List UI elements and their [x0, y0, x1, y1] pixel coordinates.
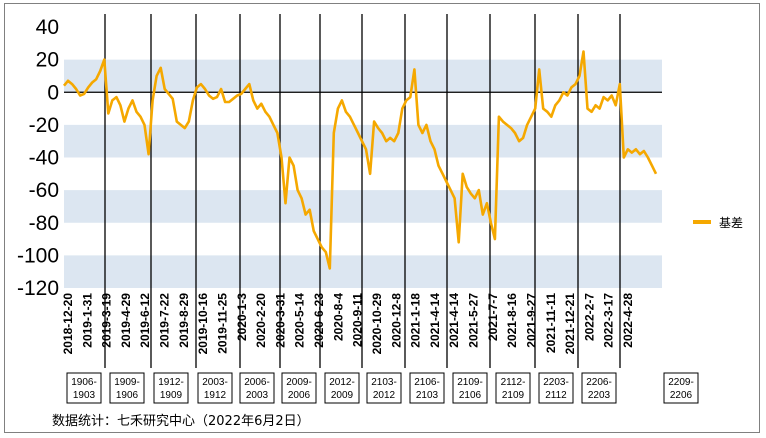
x-tick-label: 2019-1-31 — [80, 293, 94, 348]
contract-period-label: 1906- — [71, 377, 97, 388]
y-tick-label: -40 — [29, 147, 59, 170]
x-tick-label: 2019-6-12 — [138, 293, 152, 348]
legend-label: 基差 — [719, 216, 743, 230]
x-tick-label: 2021-11-11 — [544, 293, 558, 353]
x-tick-label: 2021-12-21 — [563, 293, 577, 355]
contract-period-label: 2103 — [416, 390, 439, 401]
y-tick-label: 20 — [36, 49, 59, 72]
contract-period-label: 2206- — [586, 377, 612, 388]
y-tick-label: -100 — [17, 244, 59, 267]
x-tick-label: 2021-1-18 — [409, 293, 423, 348]
contract-period-label: 2112 — [545, 390, 567, 401]
x-tick-label: 2018-12-20 — [61, 293, 75, 355]
x-tick-label: 2021-4-14 — [428, 293, 442, 348]
y-tick-label: 40 — [36, 16, 59, 39]
contract-period-label: 2203- — [543, 377, 569, 388]
contract-period-box — [581, 372, 617, 404]
x-tick-label: 2020-1-3 — [235, 293, 249, 341]
contract-period-label: 2006- — [244, 377, 270, 388]
contract-period-label: 2206 — [670, 390, 693, 401]
contract-period-box — [366, 372, 402, 404]
y-tick-label: -60 — [29, 179, 59, 202]
contract-period-box — [153, 372, 189, 404]
contract-period-label: 2106 — [459, 390, 482, 401]
contract-period-box — [409, 372, 445, 404]
contract-period-label: 1909- — [114, 377, 140, 388]
y-tick-label: -80 — [29, 212, 59, 235]
x-tick-label: 2021-8-16 — [505, 293, 519, 348]
contract-period-box — [538, 372, 574, 404]
contract-period-label: 2003- — [202, 377, 228, 388]
x-tick-label: 2021-4-14 — [447, 293, 461, 348]
contract-period-label: 2103- — [371, 377, 397, 388]
contract-period-label: 1903 — [73, 390, 96, 401]
x-tick-label: 2020-8-4 — [331, 293, 345, 341]
contract-period-box — [324, 372, 360, 404]
contract-period-label: 1912 — [204, 390, 227, 401]
contract-period-label: 2203 — [588, 390, 611, 401]
contract-period-box — [197, 372, 233, 404]
contract-period-label: 2009 — [331, 390, 354, 401]
x-tick-label: 2021-5-27 — [467, 293, 481, 348]
x-tick-label: 2020-10-29 — [370, 293, 384, 355]
x-tick-label: 2020-3-31 — [273, 293, 287, 348]
contract-period-box — [452, 372, 488, 404]
contract-period-label: 1909 — [160, 390, 183, 401]
contract-period-label: 2009- — [286, 377, 312, 388]
y-tick-label: -120 — [17, 277, 59, 300]
contract-period-label: 2106- — [414, 377, 440, 388]
contract-period-label: 2003 — [246, 390, 269, 401]
contract-period-label: 2109- — [457, 377, 483, 388]
contract-period-box — [663, 372, 699, 404]
grid-band — [64, 190, 662, 223]
basis-series-line — [62, 50, 658, 270]
contract-period-box — [66, 372, 102, 404]
x-tick-label: 2019-11-25 — [215, 293, 229, 354]
x-tick-label: 2020-9-11 — [351, 293, 365, 347]
x-tick-label: 2019-4-29 — [119, 293, 133, 348]
contract-period-box — [239, 372, 275, 404]
x-tick-label: 2022-2-7 — [582, 293, 596, 341]
x-tick-label: 2020-5-14 — [293, 293, 307, 348]
x-tick-label: 2021-7-7 — [486, 293, 500, 341]
contract-period-box — [495, 372, 531, 404]
x-tick-label: 2020-6-23 — [312, 293, 326, 348]
contract-period-label: 2209- — [668, 377, 694, 388]
grid-band — [64, 255, 662, 288]
x-tick-label: 2019-7-22 — [158, 293, 172, 348]
contract-period-box — [281, 372, 317, 404]
y-tick-label: 0 — [47, 81, 59, 104]
x-tick-label: 2022-3-17 — [602, 293, 616, 348]
x-tick-label: 2022-4-28 — [621, 293, 635, 348]
source-note: 数据统计：七禾研究中心（2022年6月2日） — [52, 414, 310, 429]
x-tick-label: 2019-3-19 — [100, 293, 114, 348]
contract-period-label: 2112- — [501, 377, 526, 388]
contract-period-label: 1906 — [116, 390, 139, 401]
contract-period-label: 1912- — [158, 377, 184, 388]
x-tick-label: 2019-10-16 — [196, 293, 210, 355]
x-tick-label: 2020-2-20 — [254, 293, 268, 348]
contract-period-label: 2012 — [373, 390, 396, 401]
contract-period-box — [109, 372, 145, 404]
contract-period-label: 2012- — [329, 377, 355, 388]
x-tick-label: 2020-12-8 — [389, 293, 403, 348]
x-tick-label: 2021-9-27 — [524, 293, 538, 348]
x-tick-label: 2019-8-29 — [177, 293, 191, 348]
contract-period-label: 2006 — [288, 390, 311, 401]
y-tick-label: -20 — [29, 114, 59, 137]
contract-period-label: 2109 — [502, 390, 525, 401]
